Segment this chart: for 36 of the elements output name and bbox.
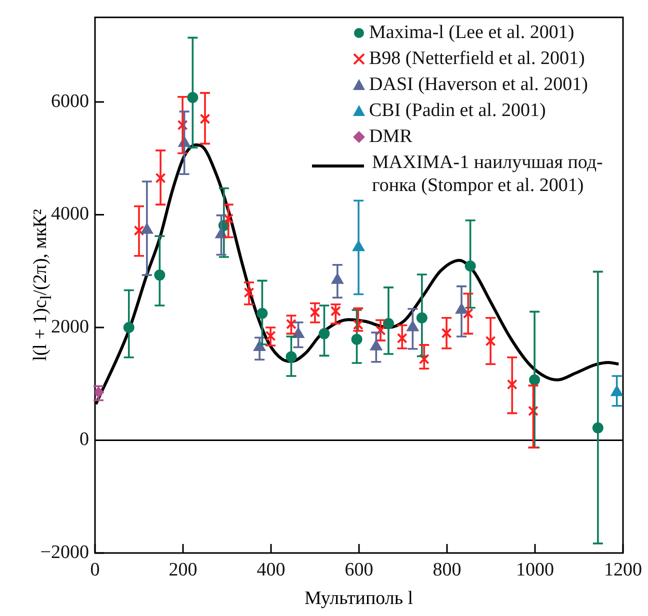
x-tick-label: 1000 — [516, 559, 554, 580]
point — [310, 307, 320, 318]
point — [330, 306, 341, 316]
y-tick-label: 4000 — [51, 204, 89, 225]
legend-label: B98 (Netterfield et al. 2001) — [369, 47, 586, 70]
point — [177, 120, 188, 130]
point — [155, 172, 166, 184]
point — [223, 213, 234, 224]
x-tick-label: 400 — [256, 559, 286, 580]
x-tick-label: 800 — [432, 559, 462, 580]
legend-label: CBI (Padin et al. 2001) — [369, 99, 547, 122]
point — [396, 332, 408, 344]
x-tick-label: 1200 — [604, 559, 642, 580]
point — [134, 225, 144, 236]
point — [506, 379, 518, 390]
legend-label: Maxima-l (Lee et al. 2001) — [369, 21, 576, 44]
x-tick-label: 200 — [168, 559, 198, 580]
point — [286, 318, 296, 330]
point — [352, 319, 364, 330]
point — [244, 287, 254, 298]
x-axis-title: Мультиполь l — [304, 588, 414, 610]
point — [528, 406, 538, 416]
y-tick-label: 6000 — [51, 90, 89, 112]
point — [200, 114, 210, 124]
point — [485, 336, 496, 346]
y-tick-label: −2000 — [40, 542, 89, 563]
point — [418, 354, 430, 364]
point — [375, 325, 386, 336]
legend-label: DMR — [369, 125, 414, 148]
point — [265, 330, 276, 342]
point — [441, 328, 452, 338]
legend-label: MAXIMA-1 наилучшая под-гонка (Stompor et al. 2001) — [372, 151, 604, 198]
point — [462, 308, 474, 319]
y-tick-label: 0 — [80, 429, 89, 450]
legend-label: DASI (Haverson et al. 2001) — [369, 73, 589, 96]
x-tick-label: 600 — [344, 559, 374, 580]
